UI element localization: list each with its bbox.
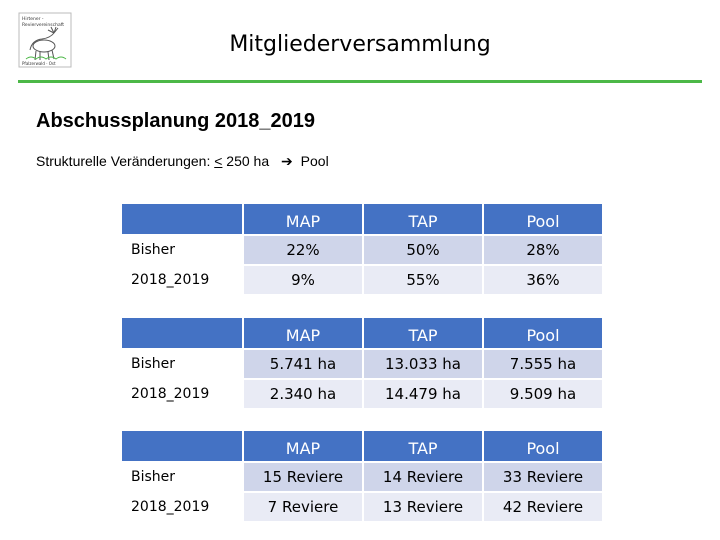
table-header-row: MAP TAP Pool [120, 316, 604, 350]
column-header-map: MAP [242, 202, 364, 236]
table-row: 2018_2019 2.340 ha 14.479 ha 9.509 ha [120, 378, 604, 410]
cell-map: 22% [242, 234, 364, 266]
cell-tap: 14 Reviere [362, 461, 484, 493]
column-header-pool: Pool [482, 202, 604, 236]
arrow-right-icon: ➔ [281, 153, 293, 169]
subheading: Strukturelle Veränderungen: < 250 ha ➔ P… [36, 153, 329, 170]
subheading-target: Pool [300, 153, 329, 169]
cell-pool: 9.509 ha [482, 378, 604, 410]
slide-title: Mitgliederversammlung [229, 32, 491, 57]
title-divider [18, 80, 702, 83]
cell-pool: 33 Reviere [482, 461, 604, 493]
cell-pool: 42 Reviere [482, 491, 604, 523]
column-header-tap: TAP [362, 316, 484, 350]
row-label: 2018_2019 [120, 378, 244, 410]
header-blank-cell [120, 429, 244, 463]
table-row: Bisher 5.741 ha 13.033 ha 7.555 ha [120, 348, 604, 380]
row-label: Bisher [120, 461, 244, 493]
table-row: 2018_2019 7 Reviere 13 Reviere 42 Revier… [120, 491, 604, 523]
reviere-table: MAP TAP Pool Bisher 15 Reviere 14 Revier… [120, 429, 604, 523]
logo-line-3: Pfalzerwald · Ost [22, 61, 56, 66]
table-header-row: MAP TAP Pool [120, 429, 604, 463]
row-label: 2018_2019 [120, 264, 244, 296]
cell-tap: 14.479 ha [362, 378, 484, 410]
row-label: Bisher [120, 348, 244, 380]
column-header-pool: Pool [482, 316, 604, 350]
cell-map: 15 Reviere [242, 461, 364, 493]
subheading-prefix: Strukturelle Veränderungen: [36, 153, 211, 169]
cell-map: 7 Reviere [242, 491, 364, 523]
threshold-value: 250 ha [222, 153, 270, 169]
table-header-row: MAP TAP Pool [120, 202, 604, 236]
column-header-tap: TAP [362, 429, 484, 463]
less-than-sign: < [214, 153, 223, 169]
column-header-map: MAP [242, 316, 364, 350]
table-row: Bisher 22% 50% 28% [120, 234, 604, 266]
row-label: Bisher [120, 234, 244, 266]
logo-line-2: Reviervereinschaft [22, 22, 64, 28]
cell-pool: 36% [482, 264, 604, 296]
cell-tap: 13.033 ha [362, 348, 484, 380]
cell-tap: 50% [362, 234, 484, 266]
page-heading: Abschussplanung 2018_2019 [36, 110, 316, 132]
cell-pool: 7.555 ha [482, 348, 604, 380]
cell-map: 9% [242, 264, 364, 296]
cell-pool: 28% [482, 234, 604, 266]
table-row: Bisher 15 Reviere 14 Reviere 33 Reviere [120, 461, 604, 493]
cell-map: 5.741 ha [242, 348, 364, 380]
column-header-map: MAP [242, 429, 364, 463]
cell-tap: 13 Reviere [362, 491, 484, 523]
hectare-table: MAP TAP Pool Bisher 5.741 ha 13.033 ha 7… [120, 316, 604, 410]
cell-tap: 55% [362, 264, 484, 296]
header-blank-cell [120, 316, 244, 350]
column-header-tap: TAP [362, 202, 484, 236]
row-label: 2018_2019 [120, 491, 244, 523]
logo-line-1: Hirtener - [22, 16, 44, 22]
header-blank-cell [120, 202, 244, 236]
column-header-pool: Pool [482, 429, 604, 463]
organization-logo: Hirtener - Reviervereinschaft Pfalzerwal… [18, 12, 72, 68]
table-row: 2018_2019 9% 55% 36% [120, 264, 604, 296]
percentage-table: MAP TAP Pool Bisher 22% 50% 28% 2018_201… [120, 202, 604, 296]
cell-map: 2.340 ha [242, 378, 364, 410]
